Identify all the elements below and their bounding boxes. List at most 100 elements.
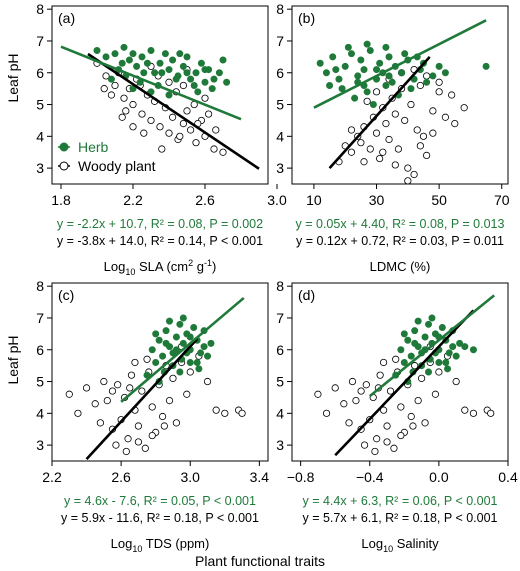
panel-c: 3 4 5 6 7 8 2.2 2.6 3.0 3.4 (c) y = 4.6x - 7.6, R² … <box>36 278 269 554</box>
woody-point <box>416 142 424 150</box>
herb-point <box>93 46 101 54</box>
woody-point <box>156 123 164 131</box>
herb-equation: y = 4.6x - 7.6, R² = 0.05, P < 0.001 <box>64 494 256 508</box>
woody-point <box>212 406 220 414</box>
herb-equation: y = -2.2x + 10.7, R² = 0.08, P = 0.002 <box>57 217 263 231</box>
herb-point <box>215 69 223 77</box>
herb-point <box>143 59 151 67</box>
woody-point <box>108 387 117 395</box>
y-tick-label: 3 <box>36 160 44 176</box>
x-axis-label: Log10 TDS (ppm) <box>111 536 210 554</box>
woody-point <box>114 381 122 389</box>
woody-point <box>401 116 409 125</box>
x-label-sup: -1 <box>204 258 212 268</box>
herb-point <box>329 53 337 61</box>
herb-point <box>152 330 160 338</box>
y-axis-label-bottom: Leaf pH <box>5 335 21 384</box>
herb-fit-line <box>313 19 487 109</box>
woody-point <box>127 371 136 379</box>
woody-point <box>423 72 431 80</box>
herb-point <box>129 50 137 58</box>
woody-point <box>357 139 365 147</box>
woody-point <box>385 135 393 144</box>
woody-fit-line <box>87 52 260 170</box>
woody-point <box>100 85 108 93</box>
woody-point <box>65 390 73 398</box>
woody-point <box>441 113 449 121</box>
woody-point <box>212 126 220 134</box>
x-label-part: Log <box>361 536 383 551</box>
herb-point <box>385 72 393 80</box>
y-tick-label: 5 <box>276 374 284 390</box>
x-tick-label: −0.4 <box>356 469 384 485</box>
woody-point <box>148 431 156 440</box>
herb-point <box>435 62 443 70</box>
woody-point <box>421 419 429 427</box>
woody-point <box>487 409 495 417</box>
herb-point <box>344 43 352 51</box>
x-label-part: TDS (ppm) <box>142 536 209 551</box>
herb-point <box>347 50 355 58</box>
woody-point <box>179 81 187 90</box>
herb-point <box>176 320 184 328</box>
woody-point <box>448 91 456 99</box>
x-tick-label: 2.6 <box>195 192 215 208</box>
herb-point <box>322 69 330 77</box>
x-tick-label: 3.4 <box>250 469 270 485</box>
x-label-part: Salinity <box>393 536 439 551</box>
woody-point <box>413 126 421 134</box>
woody-point <box>129 123 137 131</box>
herb-point <box>210 75 218 83</box>
x-label-part: ) <box>212 259 216 274</box>
panel-b: 3 4 5 6 7 8 10 30 50 70 (b) y = 0.05x + 4.40, R² = … <box>276 1 510 274</box>
herb-point <box>338 85 346 93</box>
herb-point <box>193 358 201 366</box>
woody-point <box>183 390 191 398</box>
woody-point <box>435 78 443 86</box>
x-label-part: g <box>193 259 204 274</box>
x-tick-label: 70 <box>494 192 510 208</box>
herb-point <box>197 59 205 67</box>
woody-point <box>407 412 415 421</box>
woody-point <box>431 390 440 398</box>
herb-point <box>421 333 429 341</box>
panel-label: (a) <box>58 10 75 26</box>
woody-point <box>347 148 356 156</box>
x-label-part: LDMC (%) <box>370 259 431 274</box>
woody-point <box>376 154 384 163</box>
y-tick-label: 7 <box>36 33 44 49</box>
woody-point <box>219 148 227 156</box>
woody-point <box>409 422 417 430</box>
herb-point <box>400 330 408 338</box>
woody-point <box>111 81 119 90</box>
herb-point <box>192 69 200 77</box>
woody-point <box>143 355 151 363</box>
woody-equation: y = -3.8x + 14.0, R² = 0.14, P < 0.001 <box>57 234 263 248</box>
x-label-part: SLA (cm <box>135 259 188 274</box>
herb-point <box>187 75 195 83</box>
woody-point <box>322 409 331 417</box>
panels: 3 4 5 6 7 8 1.8 2.2 2.6 3.0 (a) Herb Woody plant y = … <box>36 1 518 554</box>
panel-label: (d) <box>298 287 315 303</box>
x-tick-label: 1.8 <box>51 192 71 208</box>
x-tick-label: 10 <box>306 192 322 208</box>
woody-point <box>404 177 412 184</box>
herb-point <box>407 352 415 360</box>
woody-point <box>429 129 437 137</box>
herb-point <box>172 333 180 341</box>
herb-point <box>360 66 368 74</box>
x-tick-label: 0.4 <box>498 469 518 485</box>
herb-point <box>179 339 187 347</box>
herb-point <box>138 53 146 61</box>
herb-point <box>482 62 490 70</box>
herb-point <box>376 59 384 67</box>
legend-herb-marker <box>59 142 69 152</box>
x-tick-label: 30 <box>369 192 385 208</box>
herb-point <box>155 336 163 344</box>
woody-point <box>158 412 167 421</box>
woody-point <box>429 107 437 115</box>
herb-equation: y = 0.05x + 4.40, R² = 0.08, P = 0.013 <box>296 217 505 231</box>
herb-point <box>120 43 128 51</box>
herb-point <box>165 91 173 99</box>
